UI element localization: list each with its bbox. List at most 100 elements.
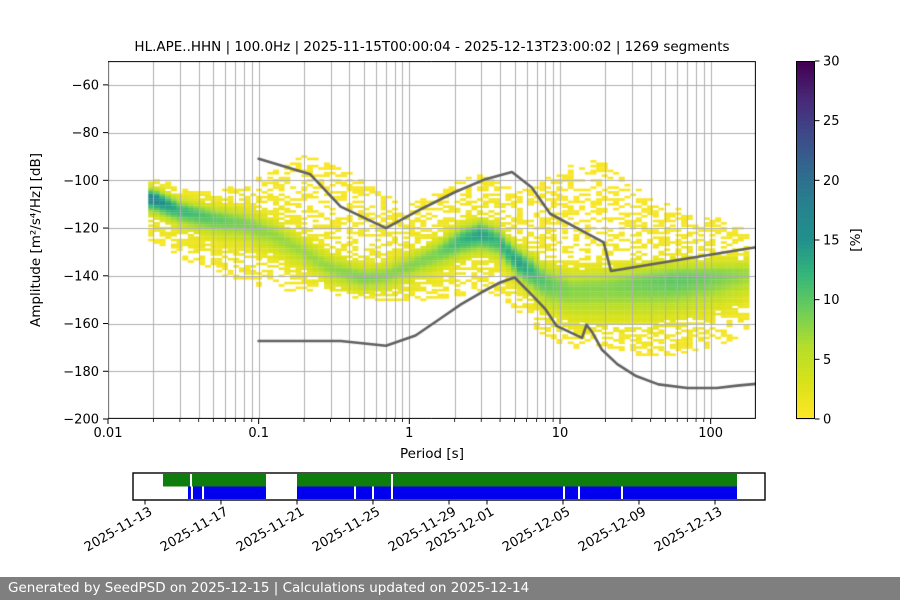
timeline-blue-segment [565,486,578,499]
plot-title: HL.APE..HHN | 100.0Hz | 2025-11-15T00:00… [134,39,730,55]
colorbar-swatch [796,343,815,348]
timeline-tick-label: 2025-11-25 [310,504,383,555]
timeline-blue-segment [187,486,191,499]
y-tick-label: −80 [72,126,99,141]
colorbar-swatch [796,200,815,205]
colorbar-swatch [796,68,815,74]
y-tick-label: −200 [63,413,99,428]
colorbar-swatch [796,311,815,317]
ppsd-density-canvas [108,61,756,419]
colorbar-swatch [796,172,815,177]
timeline-green-segment [297,474,391,487]
colorbar-swatch [796,92,815,98]
colorbar-swatch [796,315,815,321]
colorbar-swatch [796,208,815,213]
timeline-tick-label: 2025-11-21 [234,504,307,555]
colorbar-swatch [796,72,815,78]
colorbar-swatch [796,387,815,392]
colorbar-swatch [796,240,815,245]
colorbar-swatch [796,188,815,193]
colorbar-swatch [796,140,815,146]
colorbar-swatch [796,319,815,325]
colorbar-tick-label: 30 [823,55,840,70]
colorbar-swatch [796,251,815,257]
x-tick-label: 0.01 [94,426,123,441]
colorbar-swatch [796,96,815,102]
colorbar-swatch [796,120,815,126]
colorbar-swatch [796,247,815,253]
colorbar-label: [%] [848,228,864,252]
y-tick-label: −160 [63,317,99,332]
colorbar-swatch [796,61,815,66]
colorbar-swatch [796,192,815,197]
colorbar-swatch [796,379,815,384]
colorbar-swatch [796,327,815,333]
timeline-blue-segment [192,486,203,499]
colorbar-swatch [796,299,815,305]
colorbar-tick-label: 25 [823,114,840,129]
colorbar-swatch [796,403,815,408]
y-tick-label: −140 [63,269,99,284]
x-tick-label: 0.1 [248,426,269,441]
timeline-blue-segment [204,486,266,499]
timeline-box [132,472,766,501]
colorbar-swatch [796,255,815,261]
colorbar-swatch [796,176,815,181]
colorbar-swatch [796,212,815,217]
colorbar-tick-label: 20 [823,174,840,189]
colorbar-swatch [796,275,815,281]
colorbar-swatch [796,80,815,86]
colorbar-swatch [796,263,815,269]
colorbar-swatch [796,228,815,233]
colorbar-swatch [796,391,815,396]
colorbar-swatch [796,383,815,388]
timeline-blue-segment [297,486,355,499]
timeline-blue-segment [373,486,391,499]
x-tick-label: 1 [405,426,413,441]
colorbar-swatch [796,307,815,313]
colorbar-swatch [796,156,815,162]
footer-bar: Generated by SeedPSD on 2025-12-15 | Cal… [0,577,900,600]
colorbar-swatch [796,136,815,142]
colorbar-swatch [796,220,815,225]
timeline-tick-label: 2025-12-09 [576,504,649,555]
colorbar-swatch [796,279,815,285]
colorbar-swatch [796,108,815,114]
colorbar-swatch [796,267,815,273]
colorbar-swatch [796,128,815,134]
timeline-green-segment [163,474,191,487]
colorbar-swatch [796,164,815,169]
y-tick-label: −100 [63,174,99,189]
colorbar-swatch [796,303,815,309]
x-tick-label: 10 [552,426,569,441]
colorbar-tick-label: 5 [823,353,831,368]
colorbar-swatch [796,88,815,94]
colorbar-swatch [796,84,815,90]
colorbar-swatch [796,160,815,166]
colorbar-swatch [796,291,815,297]
colorbar-swatch [796,375,815,380]
colorbar-swatch [796,168,815,173]
colorbar-swatch [796,347,815,352]
footer-text: Generated by SeedPSD on 2025-12-15 | Cal… [8,580,530,596]
timeline-green-segment [192,474,266,487]
colorbar-swatch [796,180,815,185]
colorbar-swatch [796,152,815,158]
colorbar-swatch [796,236,815,241]
colorbar-swatch [796,100,815,106]
colorbar-frame [796,61,815,419]
colorbar-swatch [796,411,815,416]
timeline-blue-segment [356,486,373,499]
timeline-tick-label: 2025-12-05 [500,504,573,555]
colorbar-swatch [796,132,815,138]
colorbar-tick-label: 15 [823,234,840,249]
colorbar-swatch [796,355,815,360]
colorbar-swatch [796,283,815,289]
colorbar-swatch [796,204,815,209]
colorbar-swatch [796,407,815,412]
colorbar-swatch [796,148,815,154]
colorbar-swatch [796,124,815,130]
x-axis-label: Period [s] [400,446,464,462]
colorbar-tick-label: 10 [823,293,840,308]
